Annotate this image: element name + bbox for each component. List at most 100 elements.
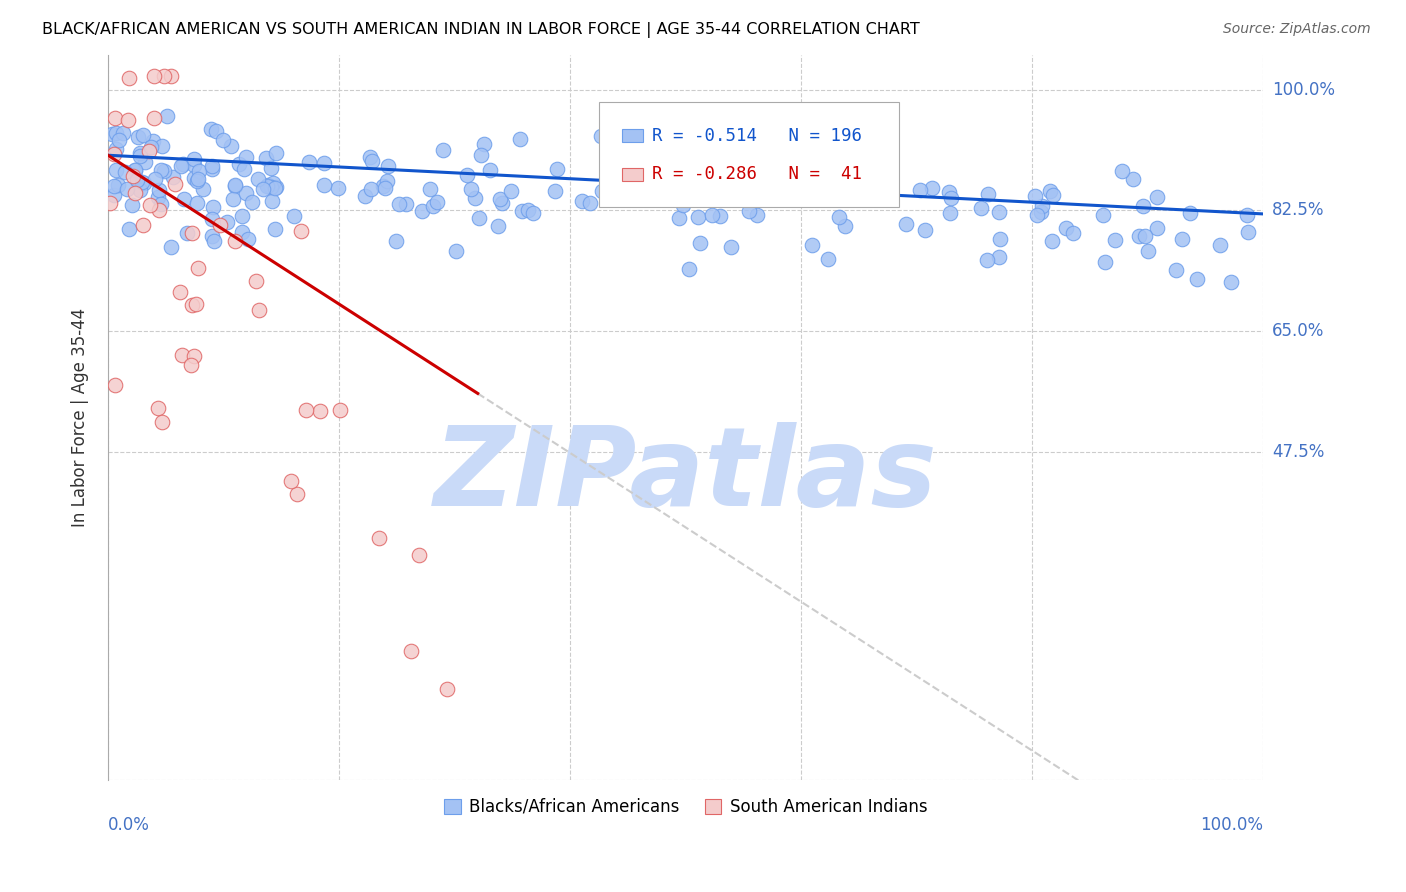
Point <box>371 179 394 194</box>
Point <box>231 225 253 239</box>
Point <box>184 296 207 310</box>
Point <box>329 402 352 417</box>
Text: Source: ZipAtlas.com: Source: ZipAtlas.com <box>1223 22 1371 37</box>
Point <box>114 165 136 179</box>
Point <box>146 401 169 416</box>
Point <box>671 198 693 212</box>
Point <box>150 138 173 153</box>
Point <box>921 181 943 195</box>
Point <box>260 179 283 194</box>
Point <box>219 138 242 153</box>
Point <box>988 232 1011 246</box>
Point <box>1104 233 1126 247</box>
Point <box>745 209 768 223</box>
Point <box>159 69 181 83</box>
Point <box>1209 237 1232 252</box>
Point <box>880 173 903 187</box>
Point <box>208 218 231 232</box>
Point <box>685 178 707 193</box>
Point <box>152 69 174 83</box>
Point <box>486 219 509 233</box>
Point <box>264 181 287 195</box>
Point <box>221 192 243 206</box>
Point <box>107 178 129 192</box>
Point <box>143 171 166 186</box>
Text: R = -0.286   N =  41: R = -0.286 N = 41 <box>652 165 862 183</box>
Point <box>1171 232 1194 246</box>
Point <box>834 219 856 234</box>
Point <box>509 131 531 145</box>
Point <box>180 358 202 372</box>
Point <box>842 182 865 196</box>
Point <box>163 177 186 191</box>
Point <box>1025 208 1047 222</box>
Point <box>488 192 510 206</box>
Point <box>169 285 191 299</box>
Point <box>285 486 308 500</box>
Point <box>262 176 284 190</box>
Point <box>183 170 205 185</box>
Point <box>828 165 851 179</box>
Point <box>491 196 513 211</box>
Point <box>112 127 135 141</box>
Point <box>247 172 270 186</box>
Point <box>359 150 381 164</box>
Point <box>124 186 146 200</box>
Point <box>105 142 128 156</box>
Point <box>139 198 162 212</box>
Point <box>709 209 731 223</box>
Text: BLACK/AFRICAN AMERICAN VS SOUTH AMERICAN INDIAN IN LABOR FORCE | AGE 35-44 CORRE: BLACK/AFRICAN AMERICAN VS SOUTH AMERICAN… <box>42 22 920 38</box>
Point <box>183 349 205 363</box>
Point <box>129 149 152 163</box>
Point <box>103 147 125 161</box>
Point <box>1039 184 1062 198</box>
Point <box>501 184 523 198</box>
Point <box>361 154 384 169</box>
Point <box>312 178 335 192</box>
Point <box>873 173 896 187</box>
Point <box>153 163 176 178</box>
Point <box>938 186 960 200</box>
Point <box>395 197 418 211</box>
Point <box>191 182 214 196</box>
Point <box>264 221 287 235</box>
Point <box>976 253 998 268</box>
Point <box>236 232 259 246</box>
Point <box>662 157 685 171</box>
Point <box>131 128 153 142</box>
Point <box>183 152 205 166</box>
Point <box>143 111 166 125</box>
Point <box>143 69 166 83</box>
Point <box>828 184 851 198</box>
Point <box>408 549 430 563</box>
Point <box>187 172 209 186</box>
Point <box>100 127 122 141</box>
Point <box>103 187 125 202</box>
Text: 65.0%: 65.0% <box>1272 322 1324 341</box>
Point <box>668 211 690 226</box>
Point <box>124 163 146 178</box>
Point <box>326 181 349 195</box>
Point <box>231 209 253 223</box>
Point <box>700 208 723 222</box>
Point <box>910 183 932 197</box>
Point <box>298 154 321 169</box>
Point <box>1219 276 1241 290</box>
Point <box>1146 220 1168 235</box>
Point <box>117 113 139 128</box>
Point <box>444 244 467 259</box>
Point <box>201 212 224 227</box>
Point <box>138 145 160 159</box>
Point <box>432 144 454 158</box>
Point <box>160 240 183 254</box>
Point <box>121 198 143 212</box>
Point <box>264 180 287 194</box>
Text: 82.5%: 82.5% <box>1272 202 1324 219</box>
Point <box>170 159 193 173</box>
Point <box>142 134 165 148</box>
Point <box>148 184 170 198</box>
Point <box>124 163 146 178</box>
Point <box>162 170 184 185</box>
Point <box>1166 263 1188 277</box>
Point <box>202 200 225 214</box>
